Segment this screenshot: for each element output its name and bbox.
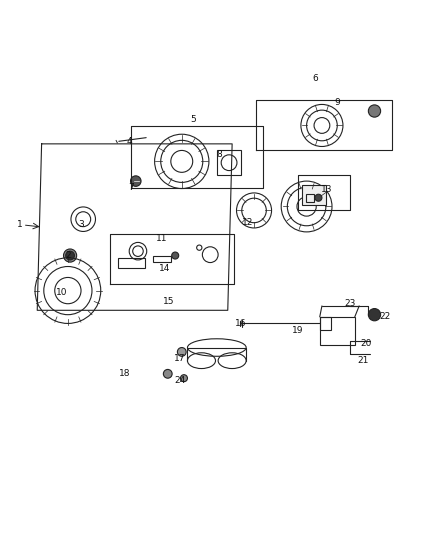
Text: 3: 3 (78, 220, 84, 229)
Circle shape (66, 251, 74, 260)
Text: 23: 23 (345, 299, 356, 308)
Bar (302, 185, 326, 205)
Circle shape (368, 105, 381, 117)
Text: 4: 4 (127, 137, 132, 146)
Circle shape (172, 252, 179, 259)
Circle shape (315, 194, 322, 201)
Circle shape (131, 176, 141, 187)
Bar (118, 258, 145, 268)
Text: 1: 1 (17, 220, 23, 229)
Text: 18: 18 (119, 369, 131, 378)
Bar (320, 317, 355, 345)
Text: 8: 8 (216, 150, 222, 159)
Text: 19: 19 (292, 326, 304, 335)
Text: 11: 11 (156, 233, 168, 243)
Bar (306, 194, 314, 201)
Text: 17: 17 (174, 354, 185, 363)
Text: 15: 15 (163, 297, 174, 306)
Text: 9: 9 (334, 98, 340, 107)
Text: 24: 24 (174, 376, 185, 385)
Circle shape (163, 369, 172, 378)
Circle shape (368, 309, 381, 321)
Circle shape (64, 249, 77, 262)
Circle shape (180, 375, 187, 382)
Text: 10: 10 (56, 288, 67, 297)
Circle shape (177, 348, 186, 356)
Bar (217, 150, 241, 174)
Text: 2: 2 (65, 251, 71, 260)
Bar (153, 255, 171, 262)
Text: 6: 6 (312, 74, 318, 83)
Text: 22: 22 (380, 312, 391, 321)
Text: 14: 14 (159, 264, 170, 273)
Text: 21: 21 (358, 356, 369, 365)
Text: 12: 12 (242, 218, 253, 227)
Text: 5: 5 (190, 115, 196, 124)
Text: 16: 16 (235, 319, 247, 328)
Bar (320, 317, 331, 330)
Text: 13: 13 (321, 185, 332, 195)
Text: 7: 7 (128, 183, 134, 192)
Text: 20: 20 (360, 338, 371, 348)
